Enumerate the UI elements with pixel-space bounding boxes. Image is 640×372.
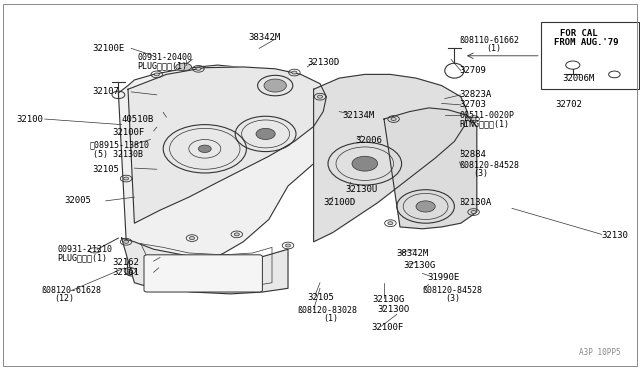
Text: 32100F: 32100F (371, 323, 403, 332)
Text: 32709: 32709 (460, 66, 486, 75)
FancyBboxPatch shape (144, 255, 262, 292)
Text: 32130O: 32130O (378, 305, 410, 314)
Text: 32702: 32702 (556, 100, 582, 109)
Text: 32100D: 32100D (323, 198, 355, 207)
Text: 32100: 32100 (16, 115, 43, 124)
Text: 00931-21210: 00931-21210 (58, 245, 113, 254)
Text: (1): (1) (486, 44, 501, 53)
Text: 32006: 32006 (355, 136, 382, 145)
Text: 32161: 32161 (112, 268, 139, 277)
Text: 32130G: 32130G (372, 295, 404, 304)
Ellipse shape (391, 118, 396, 121)
Text: ß08120-84528: ß08120-84528 (422, 286, 483, 295)
Text: 32130A: 32130A (460, 198, 492, 207)
Ellipse shape (124, 240, 129, 243)
Ellipse shape (388, 222, 393, 225)
Text: ß08120-61628: ß08120-61628 (42, 286, 102, 295)
Text: 40510B: 40510B (122, 115, 154, 124)
Polygon shape (128, 67, 326, 223)
Ellipse shape (317, 95, 323, 98)
Text: PLUGプラグ(1): PLUGプラグ(1) (58, 253, 108, 262)
Polygon shape (314, 74, 467, 242)
Text: 32134M: 32134M (342, 111, 374, 120)
Text: 32105: 32105 (307, 293, 334, 302)
Text: A3P 10PP5: A3P 10PP5 (579, 348, 621, 357)
Polygon shape (122, 238, 288, 294)
Ellipse shape (175, 63, 192, 71)
Text: 32005: 32005 (64, 196, 91, 205)
Ellipse shape (154, 73, 159, 76)
Text: 32703: 32703 (460, 100, 486, 109)
Text: 32162: 32162 (112, 258, 139, 267)
Ellipse shape (292, 71, 297, 74)
Text: (1): (1) (323, 314, 338, 323)
Ellipse shape (264, 79, 287, 92)
Text: 38342M: 38342M (248, 33, 280, 42)
Text: RINGリング(1): RINGリング(1) (460, 119, 509, 128)
Text: 00511-0020P: 00511-0020P (460, 111, 515, 120)
Text: 32823A: 32823A (460, 90, 492, 99)
Bar (541, 22, 639, 89)
Text: 32100E: 32100E (93, 44, 125, 53)
Ellipse shape (256, 128, 275, 140)
Text: (5) 32130B: (5) 32130B (93, 150, 143, 159)
Ellipse shape (189, 237, 195, 240)
Ellipse shape (198, 145, 211, 153)
Text: 32130G: 32130G (403, 262, 435, 270)
Text: PLUGプラグ(1): PLUGプラグ(1) (138, 61, 188, 70)
Ellipse shape (196, 67, 201, 70)
Ellipse shape (471, 211, 476, 214)
Text: 32884: 32884 (460, 150, 486, 159)
Text: 32100F: 32100F (112, 128, 144, 137)
Text: Ⓥ08915-13810: Ⓥ08915-13810 (90, 141, 150, 150)
Text: FOR CAL: FOR CAL (560, 29, 598, 38)
Text: (3): (3) (445, 294, 460, 303)
Polygon shape (118, 65, 336, 279)
Text: 32130U: 32130U (346, 185, 378, 194)
Text: 32130: 32130 (602, 231, 628, 240)
Text: 00931-20400: 00931-20400 (138, 53, 193, 62)
Text: ß08120-83028: ß08120-83028 (298, 306, 358, 315)
Text: 31990E: 31990E (428, 273, 460, 282)
Text: (12): (12) (54, 294, 74, 303)
Ellipse shape (234, 233, 239, 236)
Text: ß08120-84528: ß08120-84528 (460, 161, 520, 170)
Text: 32006M: 32006M (562, 74, 594, 83)
Text: FROM AUG.'79: FROM AUG.'79 (554, 38, 618, 47)
Ellipse shape (352, 156, 378, 171)
Text: 38342M: 38342M (397, 249, 429, 258)
Ellipse shape (285, 244, 291, 247)
Polygon shape (384, 108, 477, 229)
Text: 32130D: 32130D (307, 58, 339, 67)
Text: (3): (3) (474, 169, 488, 178)
Ellipse shape (416, 201, 435, 212)
Ellipse shape (471, 118, 476, 121)
Ellipse shape (127, 269, 132, 272)
Text: 32107: 32107 (93, 87, 120, 96)
Ellipse shape (124, 177, 129, 180)
Text: ß08110-61662: ß08110-61662 (460, 36, 520, 45)
Text: 32105: 32105 (93, 165, 120, 174)
